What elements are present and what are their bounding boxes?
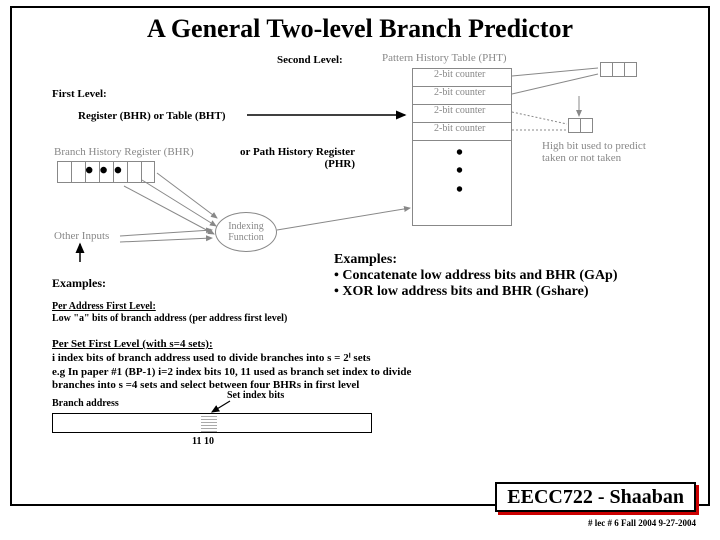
ticks-1110: 11 10 (192, 436, 214, 447)
branch-address-bar (52, 413, 372, 433)
footer-course-box: EECC722 - Shaaban (495, 482, 696, 512)
footer-meta: # lec # 6 Fall 2004 9-27-2004 (588, 518, 696, 528)
footer-course: EECC722 - Shaaban (507, 486, 684, 508)
slide-frame: A General Two-level Branch Predictor Sec… (10, 6, 710, 506)
arrow-setindex (12, 8, 712, 468)
